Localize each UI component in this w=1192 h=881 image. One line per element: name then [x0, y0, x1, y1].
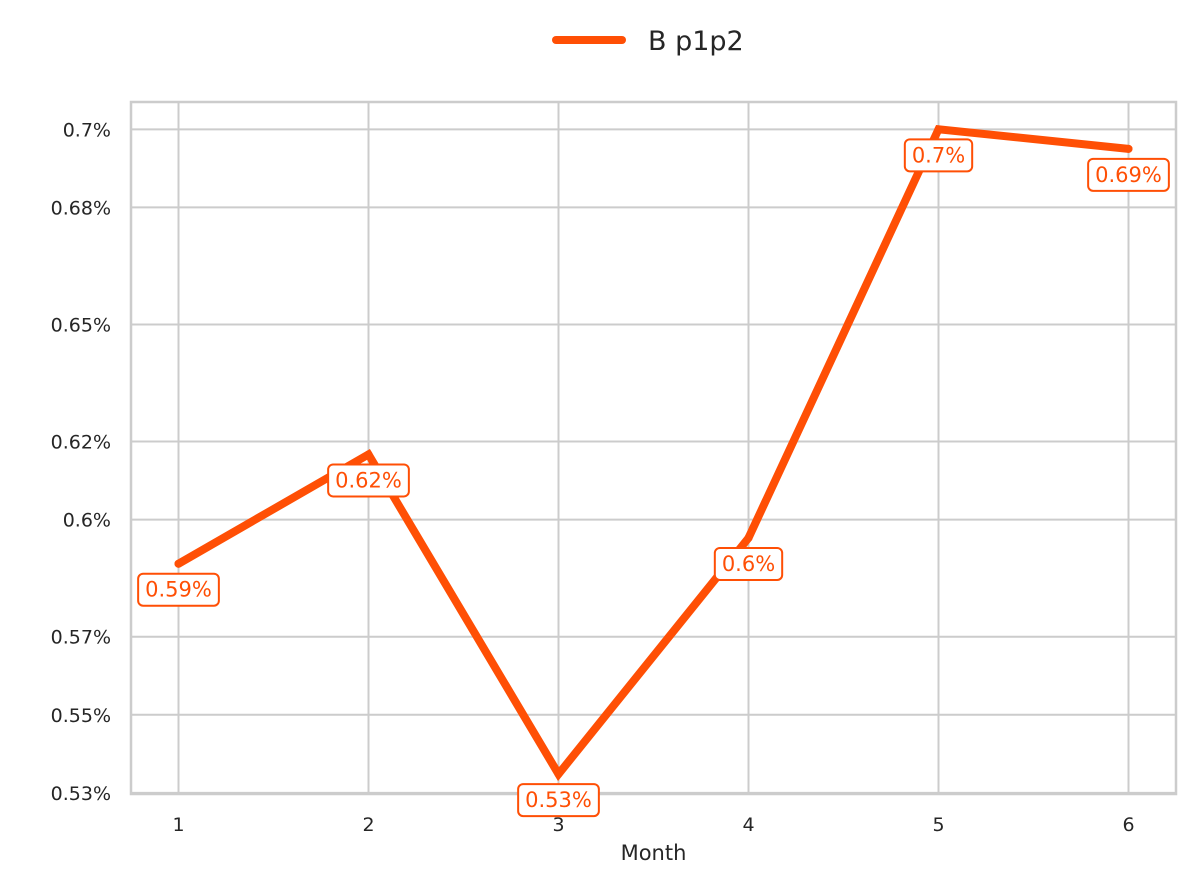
- series-line: [174, 125, 1133, 782]
- x-tick-label: 2: [362, 814, 374, 836]
- x-tick-label: 5: [932, 814, 944, 836]
- data-point: [934, 125, 943, 134]
- data-label: 0.7%: [903, 138, 974, 173]
- data-label-box: [903, 138, 974, 173]
- data-label-box: [517, 783, 600, 818]
- plot-frame: [129, 100, 1178, 796]
- y-tick-label: 0.6%: [63, 510, 111, 532]
- y-tick-label: 0.53%: [51, 783, 111, 805]
- data-label-text: 0.6%: [722, 552, 775, 576]
- data-point: [1124, 144, 1133, 153]
- data-label: 0.59%: [137, 572, 220, 607]
- data-point: [744, 533, 753, 542]
- x-tick-label: 3: [552, 814, 564, 836]
- data-point: [364, 450, 373, 459]
- y-axis: 0.53% 0.55% 0.57% 0.6% 0.62% 0.65% 0.68% 0.7%: [51, 119, 111, 805]
- data-label-box: [137, 572, 220, 607]
- data-label: 0.69%: [1087, 157, 1170, 192]
- data-label-box: [1087, 157, 1170, 192]
- y-tick-label: 0.57%: [51, 627, 111, 649]
- series-group: [174, 125, 1133, 782]
- legend-label: B p1p2: [648, 26, 744, 57]
- data-point: [554, 770, 563, 779]
- y-tick-label: 0.62%: [51, 432, 111, 454]
- x-tick-label: 6: [1122, 814, 1134, 836]
- data-label-text: 0.62%: [335, 468, 402, 492]
- data-label-text: 0.69%: [1095, 163, 1162, 187]
- y-tick-label: 0.65%: [51, 314, 111, 336]
- x-axis: 1 2 3 4 5 6: [172, 814, 1134, 836]
- data-label: 0.53%: [517, 783, 600, 818]
- y-tick-label: 0.68%: [51, 197, 111, 219]
- x-axis-title: Month: [621, 841, 687, 865]
- data-label: 0.62%: [327, 463, 410, 498]
- data-label-text: 0.53%: [525, 788, 592, 812]
- x-tick-label: 1: [172, 814, 184, 836]
- y-tick-label: 0.55%: [51, 705, 111, 727]
- grid: [131, 102, 1176, 794]
- data-label: 0.6%: [713, 546, 784, 581]
- legend: B p1p2: [552, 26, 744, 57]
- data-point: [174, 559, 183, 568]
- data-label-text: 0.59%: [145, 578, 212, 602]
- y-tick-label: 0.7%: [63, 119, 111, 141]
- data-label-text: 0.7%: [912, 143, 965, 167]
- data-labels: 0.59% 0.62% 0.53% 0.6% 0.7% 0.69%: [137, 138, 1170, 818]
- data-label-box: [327, 463, 410, 498]
- x-tick-label: 4: [742, 814, 754, 836]
- data-label-box: [713, 546, 784, 581]
